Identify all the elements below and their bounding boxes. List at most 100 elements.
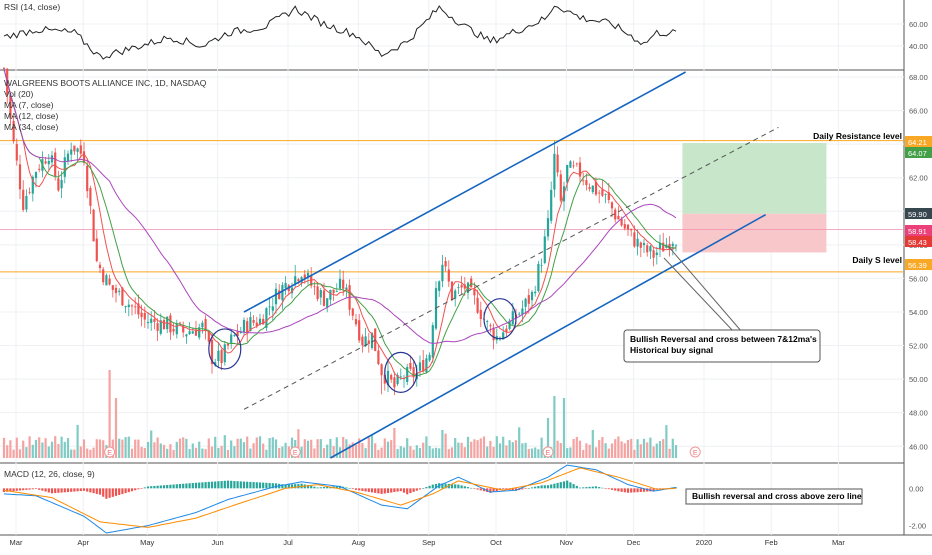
study-label-ma12: MA (12, close) bbox=[4, 111, 58, 121]
volume-bar bbox=[31, 444, 34, 458]
candle-body bbox=[559, 174, 562, 201]
volume-bar bbox=[198, 441, 201, 458]
macd-histogram-bar bbox=[620, 488, 623, 492]
volume-bar bbox=[326, 444, 329, 458]
candle-body bbox=[105, 275, 108, 286]
candle-body bbox=[607, 192, 610, 201]
x-tick-label: Mar bbox=[10, 538, 23, 547]
candle-body bbox=[502, 332, 505, 340]
price-badge-label: 58.91 bbox=[908, 227, 927, 236]
candle-body bbox=[319, 290, 322, 298]
volume-bar bbox=[406, 438, 409, 458]
volume-bar bbox=[118, 438, 121, 458]
candle-body bbox=[326, 298, 329, 308]
candle-body bbox=[623, 224, 626, 229]
volume-bar bbox=[607, 448, 610, 458]
candle-body bbox=[550, 189, 553, 221]
candle-body bbox=[217, 350, 220, 361]
volume-bar bbox=[63, 441, 66, 458]
price-tick-label: 50.00 bbox=[909, 375, 928, 384]
volume-bar bbox=[207, 438, 210, 458]
macd-histogram-bar bbox=[412, 488, 415, 492]
macd-histogram-bar bbox=[262, 482, 265, 489]
candle-body bbox=[18, 164, 22, 190]
volume-bar bbox=[166, 448, 169, 458]
candle-body bbox=[150, 318, 153, 323]
volume-bar bbox=[92, 447, 95, 458]
macd-histogram-bar bbox=[444, 483, 447, 489]
volume-bar bbox=[191, 443, 194, 458]
macd-histogram-bar bbox=[38, 488, 41, 490]
volume-bar bbox=[646, 442, 649, 458]
volume-bar bbox=[38, 437, 41, 458]
volume-bar bbox=[505, 445, 508, 458]
candle-body bbox=[322, 290, 326, 306]
macd-histogram-bar bbox=[530, 487, 534, 489]
volume-bar bbox=[182, 437, 185, 458]
macd-histogram-bar bbox=[34, 488, 38, 489]
earnings-marker-label: E bbox=[293, 450, 298, 457]
study-label-volume: Vol (20) bbox=[4, 89, 33, 99]
macd-histogram-bar bbox=[82, 488, 86, 491]
candle-body bbox=[572, 165, 575, 167]
candle-body bbox=[338, 278, 342, 289]
volume-bar bbox=[210, 446, 214, 458]
macd-histogram-bar bbox=[492, 488, 495, 492]
macd-histogram-bar bbox=[194, 482, 198, 489]
annotation-pointer-lower bbox=[663, 257, 735, 333]
macd-histogram-bar bbox=[255, 482, 258, 489]
candle-body bbox=[335, 290, 338, 292]
candle-body bbox=[9, 95, 12, 118]
candle-body bbox=[441, 264, 444, 282]
macd-histogram-bar bbox=[540, 485, 543, 489]
macd-annotation-box bbox=[685, 488, 863, 505]
macd-histogram-bar bbox=[63, 488, 66, 493]
trade-zone-layer bbox=[682, 142, 827, 253]
volume-bar bbox=[162, 444, 166, 458]
volume-bar bbox=[310, 439, 313, 458]
volume-bar bbox=[95, 439, 98, 458]
candle-body bbox=[633, 232, 636, 247]
macd-histogram-bar bbox=[226, 480, 230, 489]
macd-histogram-bar bbox=[182, 483, 185, 489]
macd-histogram-bar bbox=[450, 484, 454, 489]
candle-body bbox=[60, 179, 63, 189]
price-badge bbox=[905, 225, 932, 236]
macd-histogram-bar bbox=[191, 482, 194, 489]
volume-bar bbox=[486, 446, 489, 458]
macd-histogram-bar bbox=[594, 486, 598, 489]
candle-body bbox=[396, 374, 399, 385]
candle-body bbox=[518, 313, 521, 315]
candle-body bbox=[156, 323, 159, 331]
macd-histogram-bar bbox=[185, 483, 188, 489]
macd-histogram-bar bbox=[524, 488, 527, 489]
volume-bar bbox=[34, 439, 38, 458]
macd-histogram-bar bbox=[249, 481, 252, 489]
candle-body bbox=[652, 250, 655, 258]
macd-histogram-bar bbox=[153, 485, 156, 489]
candle-body bbox=[201, 322, 204, 328]
resistance-level-label: Daily Resistance level bbox=[813, 131, 902, 141]
volume-bar bbox=[386, 441, 390, 458]
macd-histogram-bar bbox=[146, 486, 150, 489]
candle-body bbox=[399, 376, 402, 378]
macd-histogram-bar bbox=[543, 485, 546, 489]
candle-body bbox=[646, 245, 649, 253]
candle-body bbox=[470, 278, 473, 288]
volume-bar bbox=[2, 437, 6, 458]
volume-bar bbox=[614, 439, 617, 458]
macd-histogram-bar bbox=[124, 488, 127, 494]
x-tick-label: Dec bbox=[627, 538, 641, 547]
channel-lower-line bbox=[330, 213, 766, 459]
volume-bar bbox=[492, 446, 495, 458]
candle-body bbox=[194, 329, 198, 336]
volume-bar bbox=[367, 437, 370, 458]
macd-histogram-bar bbox=[550, 484, 553, 489]
macd-histogram-bar bbox=[41, 488, 44, 491]
candle-body bbox=[614, 209, 617, 220]
macd-histogram-bar bbox=[505, 488, 508, 490]
volume-bar bbox=[428, 446, 431, 458]
candle-body bbox=[428, 354, 431, 361]
candle-body bbox=[386, 370, 390, 386]
ma7-line bbox=[3, 68, 677, 380]
